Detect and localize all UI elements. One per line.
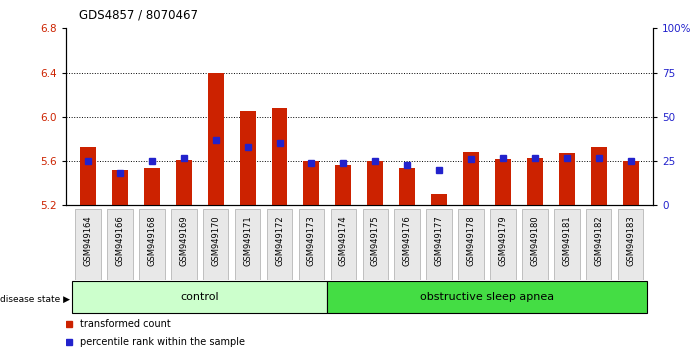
FancyBboxPatch shape [139, 209, 164, 280]
Text: GDS4857 / 8070467: GDS4857 / 8070467 [79, 8, 198, 21]
FancyBboxPatch shape [586, 209, 612, 280]
FancyBboxPatch shape [107, 209, 133, 280]
FancyBboxPatch shape [330, 209, 356, 280]
Bar [431, 194, 447, 205]
Text: GSM949173: GSM949173 [307, 215, 316, 266]
Bar [527, 158, 543, 205]
Text: GSM949172: GSM949172 [275, 215, 284, 266]
Text: GSM949178: GSM949178 [466, 215, 475, 266]
Text: transformed count: transformed count [79, 319, 171, 329]
Text: obstructive sleep apnea: obstructive sleep apnea [420, 292, 554, 302]
Bar [623, 161, 638, 205]
FancyBboxPatch shape [72, 281, 328, 313]
Text: control: control [180, 292, 219, 302]
Text: percentile rank within the sample: percentile rank within the sample [79, 337, 245, 347]
Bar [144, 168, 160, 205]
Bar [272, 108, 287, 205]
Bar [591, 147, 607, 205]
Text: GSM949166: GSM949166 [115, 215, 124, 266]
Text: disease state ▶: disease state ▶ [0, 295, 70, 304]
FancyBboxPatch shape [267, 209, 292, 280]
Bar [368, 161, 384, 205]
Text: GSM949175: GSM949175 [371, 215, 380, 266]
FancyBboxPatch shape [554, 209, 580, 280]
Text: GSM949179: GSM949179 [498, 215, 507, 266]
Text: GSM949180: GSM949180 [531, 215, 540, 266]
Bar [559, 153, 575, 205]
FancyBboxPatch shape [363, 209, 388, 280]
Text: GSM949169: GSM949169 [179, 215, 188, 266]
FancyBboxPatch shape [203, 209, 229, 280]
Text: GSM949182: GSM949182 [594, 215, 603, 266]
FancyBboxPatch shape [299, 209, 324, 280]
FancyBboxPatch shape [490, 209, 515, 280]
Bar [208, 73, 224, 205]
FancyBboxPatch shape [426, 209, 452, 280]
Bar [495, 159, 511, 205]
Text: GSM949171: GSM949171 [243, 215, 252, 266]
Text: GSM949174: GSM949174 [339, 215, 348, 266]
Text: GSM949177: GSM949177 [435, 215, 444, 266]
FancyBboxPatch shape [75, 209, 101, 280]
Bar [463, 152, 479, 205]
Text: GSM949170: GSM949170 [211, 215, 220, 266]
Bar [399, 168, 415, 205]
FancyBboxPatch shape [328, 281, 647, 313]
Bar [176, 160, 191, 205]
FancyBboxPatch shape [235, 209, 261, 280]
FancyBboxPatch shape [395, 209, 420, 280]
Bar [112, 170, 128, 205]
Text: GSM949183: GSM949183 [626, 215, 635, 266]
FancyBboxPatch shape [171, 209, 196, 280]
FancyBboxPatch shape [522, 209, 548, 280]
Text: GSM949168: GSM949168 [147, 215, 156, 266]
FancyBboxPatch shape [618, 209, 643, 280]
Text: GSM949164: GSM949164 [84, 215, 93, 266]
FancyBboxPatch shape [458, 209, 484, 280]
Text: GSM949176: GSM949176 [403, 215, 412, 266]
Text: GSM949181: GSM949181 [562, 215, 571, 266]
Bar [80, 147, 96, 205]
Bar [240, 111, 256, 205]
Bar [303, 161, 319, 205]
Bar [335, 166, 351, 205]
